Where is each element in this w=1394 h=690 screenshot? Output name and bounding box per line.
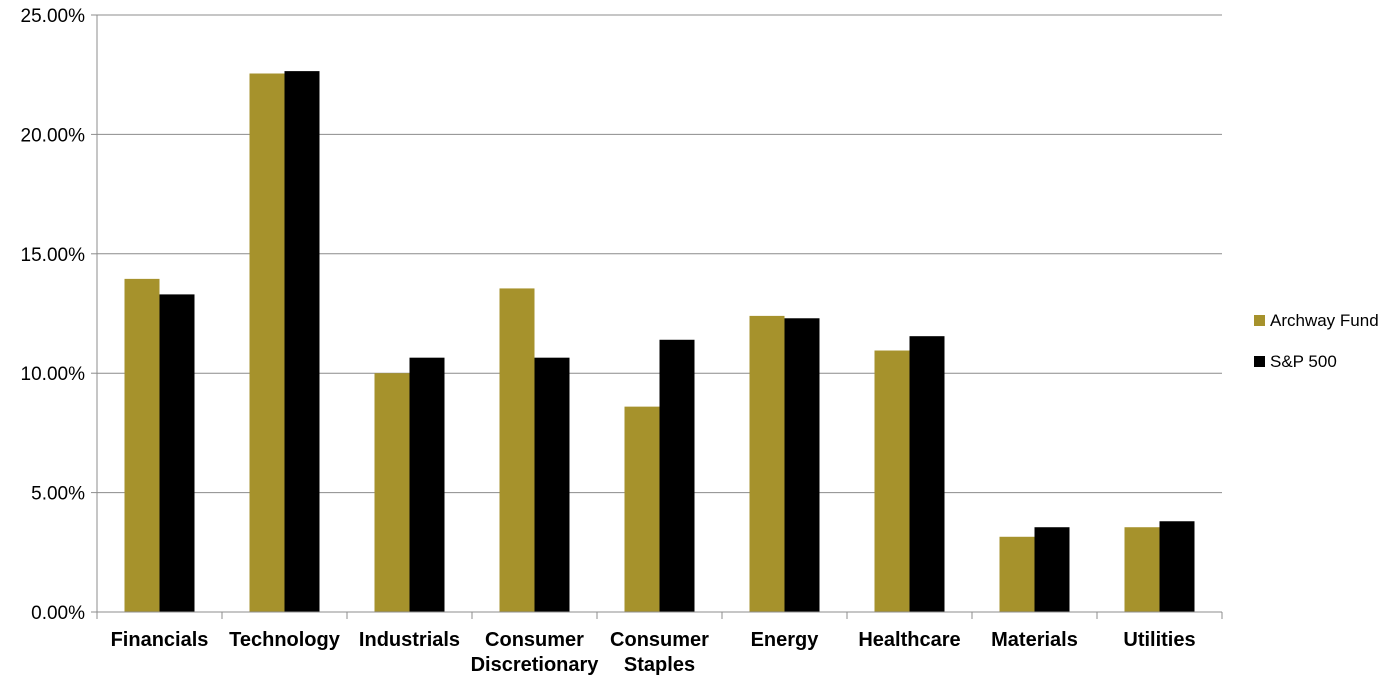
x-tick-label: Industrials (359, 629, 460, 651)
y-tick-label: 15.00% (21, 245, 86, 266)
bar-sp500 (159, 294, 195, 612)
legend: Archway Fund S&P 500 (1254, 311, 1379, 371)
bar-archway-fund (124, 278, 160, 612)
bars (124, 71, 1195, 613)
bar-sp500 (534, 357, 570, 612)
x-tick-label: Financials (111, 629, 209, 651)
bar-sp500 (659, 339, 695, 612)
x-tick-label: Discretionary (471, 654, 600, 676)
bar-archway-fund (874, 350, 910, 612)
bar-archway-fund (374, 373, 410, 612)
x-axis-ticks: Financials Technology Industrials Consumer D… (111, 629, 1196, 676)
bar-sp500 (909, 336, 945, 612)
x-tick-label: Consumer (610, 629, 709, 651)
x-tick-label: Healthcare (858, 629, 960, 651)
bar-archway-fund (249, 73, 285, 613)
bar-archway-fund (1124, 527, 1160, 612)
bar-archway-fund (999, 536, 1035, 612)
x-tick-label: Technology (229, 629, 341, 651)
bar-archway-fund (749, 315, 785, 612)
legend-swatch (1254, 315, 1265, 326)
x-tick-label: Materials (991, 629, 1078, 651)
x-tick-label: Consumer (485, 629, 584, 651)
bar-archway-fund (624, 406, 660, 612)
y-tick-label: 5.00% (31, 484, 85, 505)
y-tick-label: 10.00% (21, 364, 86, 385)
y-tick-label: 25.00% (21, 6, 86, 27)
y-tick-label: 20.00% (21, 125, 86, 146)
bar-sp500 (1159, 521, 1195, 612)
x-tick-label: Energy (751, 629, 820, 651)
bar-sp500 (1034, 527, 1070, 612)
legend-label: S&P 500 (1270, 352, 1337, 371)
bar-sp500 (409, 357, 445, 612)
legend-label: Archway Fund (1270, 311, 1379, 330)
y-tick-label: 0.00% (31, 603, 85, 624)
axes (96, 15, 1223, 619)
legend-swatch (1254, 356, 1265, 367)
x-tick-label: Staples (624, 654, 695, 676)
y-axis-ticks: 0.00% 5.00% 10.00% 15.00% 20.00% 25.00% (21, 6, 97, 624)
x-tick-label: Utilities (1123, 629, 1195, 651)
bar-sp500 (784, 318, 820, 612)
bar-sp500 (284, 71, 320, 613)
bar-archway-fund (499, 288, 535, 612)
